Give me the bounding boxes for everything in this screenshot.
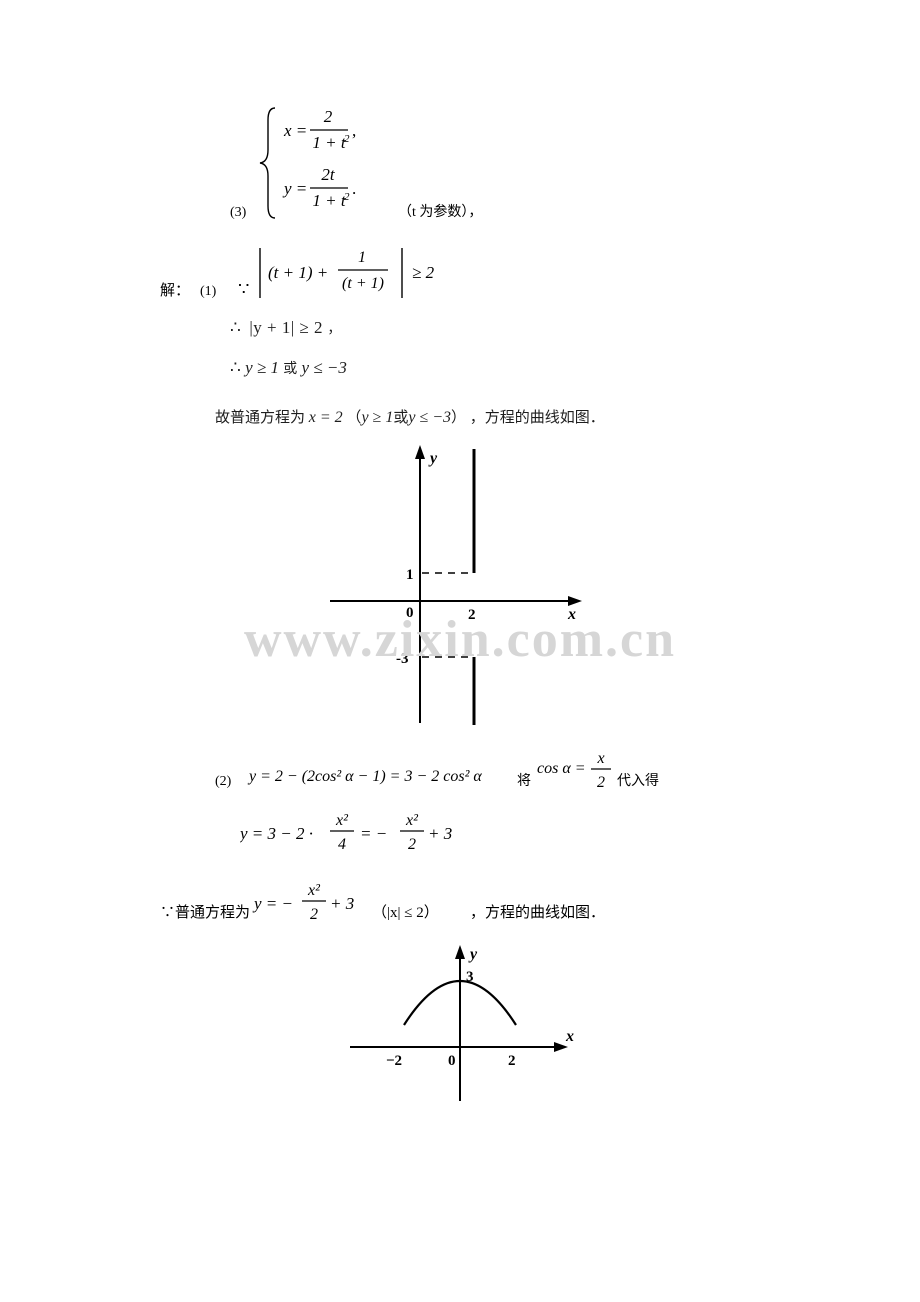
fig2-xlabel: x	[565, 1028, 574, 1045]
item2-conc: ∵普通方程为 y = − x² 2 + 3 （|x| ≤ 2） ，方程的曲线如图…	[160, 875, 800, 931]
p3-eq2-tail: .	[352, 179, 356, 198]
svg-text:y =: y =	[282, 179, 307, 198]
fig2-origin: 0	[448, 1053, 456, 1069]
sol-line3-or: 或	[283, 362, 297, 377]
conc-a: y ≥ 1	[361, 409, 393, 426]
i2-conc-tail: + 3	[330, 894, 354, 913]
conc-post: ，方程的曲线如图．	[470, 410, 605, 426]
i2-conc-lhs: y = −	[252, 894, 293, 913]
svg-text:1 + t: 1 + t	[312, 133, 346, 152]
p3-eq2-num: 2t	[321, 165, 336, 184]
p3-label: (3)	[230, 205, 247, 220]
conc-b: y ≤ −3	[408, 409, 451, 426]
abs-a: (t + 1) +	[268, 263, 328, 282]
because-symbol: ∵	[238, 279, 249, 299]
sol-line3b: y ≤ −3	[301, 358, 346, 377]
sol-conclusion: 故普通方程为 x = 2 （y ≥ 1或y ≤ −3） ，方程的曲线如图．	[215, 406, 800, 427]
fig1-ytick-top: 1	[406, 567, 414, 583]
p3-eq1-lhs: x =	[283, 121, 307, 140]
p3-eq1-den: 1 + t	[312, 133, 346, 152]
item2-subnum: x	[596, 750, 604, 767]
figure2: y x 0 3 −2 2	[330, 937, 800, 1107]
i2-eq2-midden: 4	[338, 836, 346, 853]
item2-subden: 2	[597, 774, 605, 791]
conc-pre: 故普通方程为	[215, 410, 305, 426]
p3-eq1-den-sup: 2	[344, 133, 350, 145]
ge2: ≥ 2	[412, 263, 435, 282]
i2-eq2-rnum: x²	[405, 812, 419, 829]
item2-sublhs: cos α =	[537, 760, 586, 777]
sol-line1: 解： (1) ∵ (t + 1) + 1 (t + 1) ≥ 2	[160, 240, 800, 310]
figure1: y x 0 2 1 -3	[290, 441, 800, 731]
fig2-xneg: −2	[386, 1053, 402, 1069]
sol-line2: ∴ |y + 1| ≥ 2 ，	[230, 318, 800, 338]
therefore2: ∴	[230, 358, 241, 377]
i2-eq2-tail: + 3	[428, 824, 452, 843]
svg-text:x =: x =	[283, 121, 307, 140]
item2-eq1: y = 2 − (2cos² α − 1) = 3 − 2 cos² α	[247, 768, 482, 785]
sol-line3: ∴ y ≥ 1 或 y ≤ −3	[230, 358, 800, 378]
p3-paramnote: （t 为参数），	[398, 203, 482, 220]
conc-or: 或	[393, 410, 408, 426]
i2-conc-pre: ∵普通方程为	[160, 904, 250, 921]
i2-eq2-lhs: y = 3 − 2 ·	[240, 824, 313, 843]
svg-text:1 + t: 1 + t	[312, 191, 346, 210]
item2-subword: 将	[517, 773, 531, 789]
fig2-ylabel: y	[468, 946, 478, 963]
i2-eq2-eq: = −	[360, 824, 387, 843]
page: x = 2 1 + t 2 , y = 2t 1 + t 2 . (3) （t …	[0, 0, 920, 1302]
conc-pc: ）	[451, 410, 466, 426]
fig1-ytick-bot: -3	[396, 651, 409, 667]
p3-eq2-lhs: y =	[282, 179, 307, 198]
item2-line2: y = 3 − 2 · x² 4 = − x² 2 + 3	[240, 805, 800, 859]
problem3-svg: x = 2 1 + t 2 , y = 2t 1 + t 2 . (3) （t …	[220, 100, 580, 230]
sol-line3a: y ≥ 1	[245, 358, 279, 377]
i2-conc-post: ，方程的曲线如图．	[470, 904, 605, 921]
i2-eq2-midnum: x²	[335, 812, 349, 829]
fig1-xlabel: x	[567, 606, 576, 623]
i2-conc-num: x²	[307, 882, 321, 899]
conc-eq: x = 2	[309, 409, 343, 426]
sol-line2-tail: ，	[327, 322, 341, 337]
abs-b-num: 1	[358, 249, 366, 266]
sol-prefix: 解：	[160, 282, 190, 299]
item2-subpost: 代入得	[617, 772, 659, 789]
sol-item1-label: (1)	[200, 284, 217, 299]
fig1-origin: 0	[406, 605, 414, 621]
i2-conc-den: 2	[310, 906, 318, 923]
fig1-xtick: 2	[468, 607, 476, 623]
fig2-xpos: 2	[508, 1053, 516, 1069]
therefore1: ∴	[230, 318, 241, 337]
i2-eq2-rden: 2	[408, 836, 416, 853]
p3-eq1-num: 2	[324, 107, 333, 126]
conc-po: （	[346, 410, 361, 426]
i2-conc-cond: （|x| ≤ 2）	[372, 904, 439, 921]
abs-b-den: (t + 1)	[342, 275, 384, 292]
p3-eq1-tail: ,	[352, 121, 356, 140]
item2-line1: (2) y = 2 − (2cos² α − 1) = 3 − 2 cos² α…	[215, 743, 800, 799]
fig1-ylabel: y	[428, 450, 438, 467]
p3-eq2-den-sup: 2	[344, 191, 350, 203]
item2-label: (2)	[215, 774, 232, 789]
sol-line2-txt: |y + 1| ≥ 2	[249, 318, 323, 337]
problem3-block: x = 2 1 + t 2 , y = 2t 1 + t 2 . (3) （t …	[220, 100, 800, 230]
p3-eq2-den: 1 + t	[312, 191, 346, 210]
